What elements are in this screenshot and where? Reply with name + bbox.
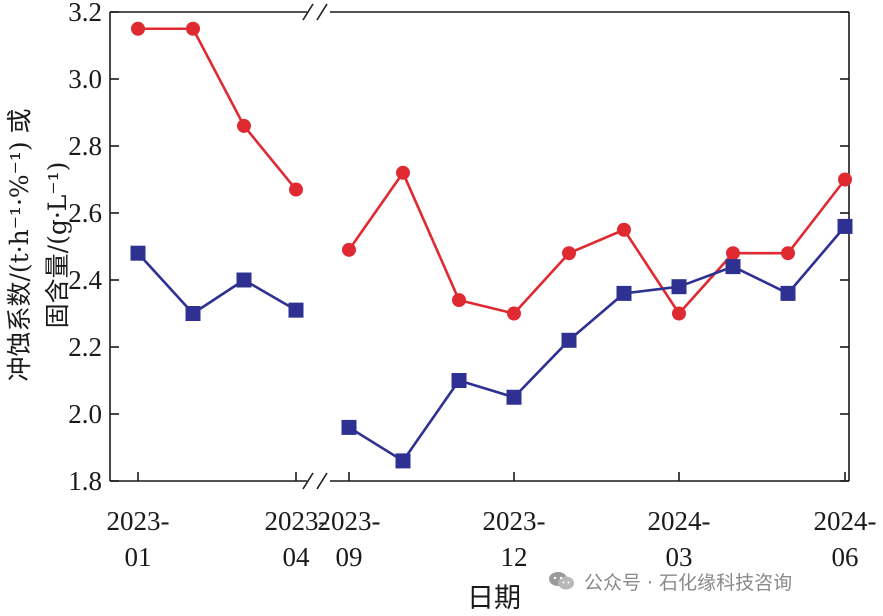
data-point [130,245,146,261]
y-tick-label: 3.0 [68,64,102,94]
data-point [237,118,251,133]
x-tick-label-month: 04 [283,542,311,572]
x-tick-label-year: 2024- [648,506,711,536]
series-2 [130,218,853,469]
x-tick-label-year: 2023- [265,506,328,536]
series-2-line-segment-2 [348,225,846,463]
x-axis: 2023-012023-042023-092023-122024-032024-… [107,472,877,572]
y-tick-label: 2.2 [68,332,102,362]
y-tick-label: 2.4 [68,265,102,295]
y-tick-label: 2.6 [68,198,102,228]
data-point [671,279,687,295]
data-point [236,272,252,288]
axis-break-mark-top-2 [316,3,328,21]
data-point [185,306,201,321]
data-point [837,218,853,234]
series-1-line-segment-1 [138,27,298,191]
data-point [342,242,356,257]
axis-break-mark-bottom-1 [302,472,314,490]
data-point [726,246,740,261]
series-2-line-segment-1 [137,252,297,315]
y-axis-title: 冲蚀系数/(t·h⁻¹·%⁻¹) 或 固含量/(g·L⁻¹) [5,108,72,381]
data-point [451,373,467,388]
data-point [186,21,200,36]
y-axis-title-line-1: 冲蚀系数/(t·h⁻¹·%⁻¹) 或 [5,108,34,381]
x-tick-label-month: 09 [336,542,363,572]
data-point [838,172,852,187]
x-tick-label-month: 01 [125,542,152,572]
x-tick-label-year: 2023- [107,506,170,536]
y-tick-label: 2.8 [68,131,102,161]
data-point [507,306,521,321]
data-point [131,21,145,36]
data-point [672,306,686,321]
y-tick-label: 1.8 [68,466,102,496]
data-point [562,246,576,261]
x-tick-label-month: 03 [666,542,693,572]
data-point [341,419,357,435]
y-axis-title-line-2: 固含量/(g·L⁻¹) [43,162,72,329]
data-point [452,293,466,308]
data-point [725,259,741,275]
axis-break-mark-bottom-2 [316,472,328,490]
plot-frame [109,3,850,490]
y-tick-label: 2.0 [68,399,102,429]
series-1 [131,21,852,321]
axis-break-mark-top-1 [302,3,314,21]
data-point [395,453,411,469]
data-point [506,389,522,405]
x-tick-label-month: 12 [501,542,528,572]
y-tick-label: 3.2 [68,0,102,27]
data-point [781,246,795,261]
x-tick-label-month: 06 [832,542,859,572]
watermark: 公众号 · 石化缘科技咨询 [548,563,792,599]
data-point [289,182,303,197]
data-point [780,285,796,301]
x-tick-label-year: 2023- [483,506,546,536]
x-tick-label-year: 2023- [318,506,381,536]
data-point [396,165,410,180]
watermark-text: 公众号 · 石化缘科技咨询 [584,571,793,594]
x-axis-title: 日期 [467,583,521,614]
data-point [288,302,304,318]
series-layer [130,21,853,469]
series-1-line-segment-2 [347,171,847,315]
x-tick-label-year: 2024- [814,506,877,536]
wechat-logo-icon [549,572,574,590]
data-point [616,285,632,301]
y-axis: 1.8 2.0 2.2 2.4 2.6 2.8 3.0 3.2 [68,0,849,496]
data-point [561,332,577,348]
data-point [617,222,631,237]
